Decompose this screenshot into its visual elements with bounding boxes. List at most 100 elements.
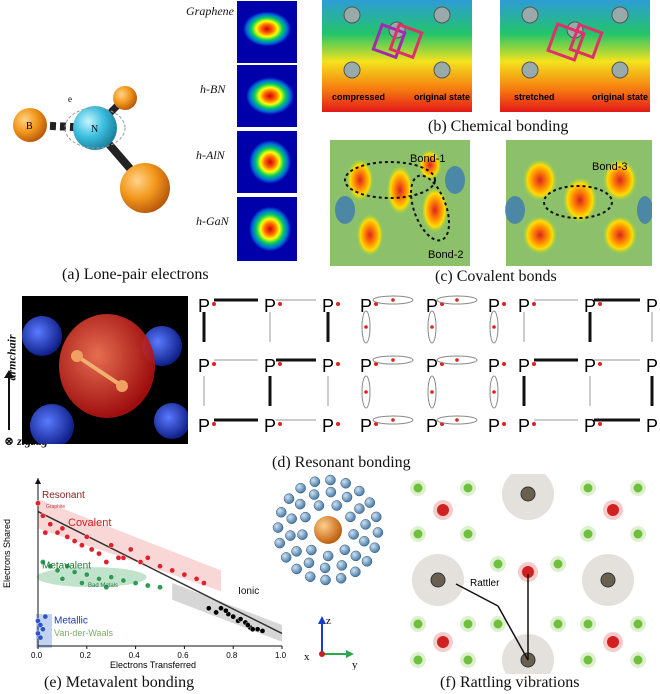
lone-pair-dot [502, 362, 506, 366]
host-atom [633, 655, 643, 665]
metavalent-zone [36, 567, 147, 588]
label-graphite: Graphite [46, 504, 65, 510]
caption-b: (b) Chemical bonding [428, 118, 569, 135]
label-bond-3: Bond-3 [592, 161, 627, 173]
host-atom [583, 655, 593, 665]
p-atom-label: P [646, 416, 658, 436]
host-atom [633, 483, 643, 493]
data-point [40, 559, 46, 565]
cage-atom [303, 557, 315, 569]
data-point [120, 555, 127, 561]
data-point [47, 563, 54, 569]
cage-atom [354, 503, 365, 514]
electron-dot [430, 390, 434, 394]
cage-atom [348, 529, 359, 540]
lone-pair-dot [278, 302, 282, 306]
resonant-bond-ellipse [372, 415, 414, 425]
lone-pair-dot [374, 422, 378, 426]
data-point [88, 546, 95, 553]
resonant-bond-ellipse [361, 375, 371, 409]
cage-atom [350, 566, 361, 578]
guest-atom [607, 636, 619, 648]
rattler-atom [430, 572, 446, 588]
host-atom [413, 619, 423, 629]
label-compressed: compressed [332, 92, 385, 102]
rattler-atom [600, 572, 616, 588]
guest-atom [437, 504, 449, 516]
p-atom-label: P [322, 296, 334, 316]
rattler-atom [520, 486, 536, 502]
data-point [96, 550, 102, 557]
data-point [259, 628, 266, 634]
lone-pair-dot [278, 362, 282, 366]
label-original-left: original state [414, 92, 470, 102]
data-point [37, 622, 44, 628]
data-point [115, 555, 122, 561]
p-atom-label: P [360, 356, 372, 376]
label-covalent: Covalent [68, 517, 111, 529]
electron-dot [492, 325, 496, 329]
label-metallic: Metallic [54, 615, 88, 626]
guest-atom [607, 504, 619, 516]
data-point [108, 574, 114, 580]
data-point [59, 576, 66, 582]
p-atom-label: P [488, 296, 500, 316]
p-atom-label: P [264, 416, 276, 436]
data-point [181, 571, 188, 578]
data-point [157, 584, 163, 590]
lone-pair-dot [532, 302, 536, 306]
data-point [218, 605, 224, 611]
cage-atom [359, 536, 370, 547]
host-atom [583, 483, 593, 493]
data-point [157, 563, 163, 569]
label-haln: h-AlN [196, 148, 225, 162]
cage-atom [313, 500, 325, 511]
cage-atom [361, 556, 373, 567]
label-original-right: original state [592, 92, 648, 102]
lone-pair-dot [502, 422, 506, 426]
caption-c: (c) Covalent bonds [435, 268, 557, 285]
caption-d: (d) Resonant bonding [272, 454, 411, 471]
host-atom [583, 619, 593, 629]
lone-pair-dot [598, 422, 602, 426]
host-atom [633, 619, 643, 629]
data-point [84, 571, 90, 578]
cage-atom [308, 489, 320, 500]
host-atom [583, 529, 593, 539]
data-point [71, 538, 78, 544]
p-atom-label: P [322, 416, 334, 436]
cage-atom [339, 544, 351, 556]
cage-atom [360, 519, 371, 530]
data-point [144, 582, 151, 589]
data-point [96, 576, 102, 582]
label-resonant: Resonant [42, 490, 85, 501]
lone-pair-dot [278, 422, 282, 426]
cage-atom [369, 542, 380, 553]
lone-pair-dot [374, 302, 378, 306]
data-point [254, 626, 261, 632]
data-point [132, 580, 139, 586]
cage-atom [372, 527, 384, 538]
cage-atom [297, 529, 308, 540]
data-point [103, 584, 110, 590]
resonant-bond-ellipse [436, 295, 478, 305]
metavalent-chart: 0.0 0.2 0.4 0.6 0.8 1.0 Resonant Graphite Covale… [2, 478, 287, 670]
data-point [169, 567, 175, 574]
cage-atom [341, 491, 353, 503]
p-atom-label: P [488, 356, 500, 376]
lone-pair-dot [374, 362, 378, 366]
cage-atom [309, 476, 321, 488]
resonant-bond-ellipse [489, 375, 499, 409]
data-point [144, 555, 151, 561]
lone-pair-dot [336, 422, 340, 426]
covalent-bond-maps: Bond-1 Bond-2 Bond-3 [330, 140, 652, 266]
data-point [59, 525, 66, 532]
electron-dot [492, 390, 496, 394]
guest-atom [522, 566, 534, 578]
rattler-pointer [497, 605, 529, 661]
resonant-bond-ellipse [436, 415, 478, 425]
cage-atom [325, 474, 336, 486]
electron-dot [455, 418, 459, 422]
p-atom-label: P [518, 356, 530, 376]
